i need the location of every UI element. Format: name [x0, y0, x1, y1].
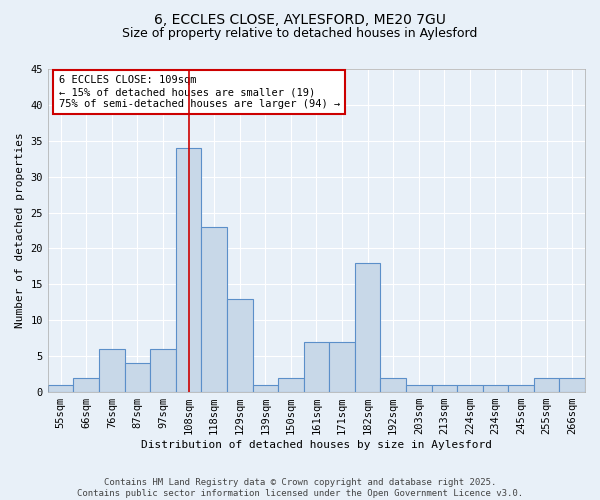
Bar: [559, 378, 585, 392]
Bar: [329, 342, 355, 392]
Text: 6 ECCLES CLOSE: 109sqm
← 15% of detached houses are smaller (19)
75% of semi-det: 6 ECCLES CLOSE: 109sqm ← 15% of detached…: [59, 76, 340, 108]
Bar: [73, 378, 99, 392]
Bar: [431, 385, 457, 392]
Bar: [482, 385, 508, 392]
Bar: [150, 349, 176, 392]
Bar: [125, 364, 150, 392]
Text: 6, ECCLES CLOSE, AYLESFORD, ME20 7GU: 6, ECCLES CLOSE, AYLESFORD, ME20 7GU: [154, 12, 446, 26]
Bar: [380, 378, 406, 392]
Text: Contains HM Land Registry data © Crown copyright and database right 2025.
Contai: Contains HM Land Registry data © Crown c…: [77, 478, 523, 498]
Bar: [534, 378, 559, 392]
Bar: [227, 298, 253, 392]
Bar: [48, 385, 73, 392]
Bar: [457, 385, 482, 392]
Bar: [253, 385, 278, 392]
Bar: [304, 342, 329, 392]
Bar: [278, 378, 304, 392]
Bar: [99, 349, 125, 392]
Bar: [176, 148, 202, 392]
Y-axis label: Number of detached properties: Number of detached properties: [15, 132, 25, 328]
Bar: [508, 385, 534, 392]
X-axis label: Distribution of detached houses by size in Aylesford: Distribution of detached houses by size …: [141, 440, 492, 450]
Bar: [355, 263, 380, 392]
Text: Size of property relative to detached houses in Aylesford: Size of property relative to detached ho…: [122, 28, 478, 40]
Bar: [202, 227, 227, 392]
Bar: [406, 385, 431, 392]
